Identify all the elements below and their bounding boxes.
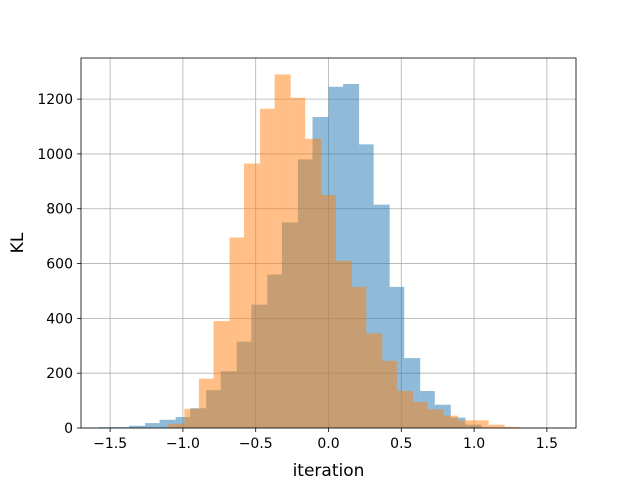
histogram-bar [145,423,160,428]
histogram-bar [443,415,459,428]
histogram-bar [488,424,505,428]
y-axis-label: KL [8,232,28,253]
histogram-bar [474,420,489,428]
histogram-bar [175,417,191,428]
y-tick-label: 800 [46,202,73,218]
y-tick-label: 400 [46,311,73,327]
histogram-bar [98,427,115,428]
bars-layer [98,74,520,429]
histogram-bar [159,419,176,428]
x-tick-label: −0.5 [239,436,273,452]
histogram-bar [366,333,383,428]
x-tick-label: 0.0 [317,436,339,452]
y-tick-label: 1000 [37,147,73,163]
histogram-bar [412,401,428,428]
histogram-bar [213,321,230,428]
series-1-bars [168,74,520,429]
histogram-bar [168,423,185,428]
x-tick-label: −1.5 [93,436,127,452]
histogram-bar [321,195,336,428]
y-tick-label: 1200 [37,92,73,108]
ticks-layer: −1.5 −1.0 −0.5 0.0 0.5 1.0 1.5 0 200 400 600 800 100… [37,92,558,452]
histogram-bar [290,97,306,429]
histogram-bar [114,427,130,428]
histogram-bar [305,138,322,428]
histogram-bar [335,260,352,428]
x-axis-label: iteration [293,461,365,480]
y-tick-label: 600 [46,257,73,273]
y-tick-label: 0 [64,421,73,437]
y-tick-label: 200 [46,366,73,382]
histogram-bar [396,391,413,428]
histogram-bar [382,360,397,428]
histogram-bar [129,425,146,428]
x-tick-label: 1.0 [463,436,485,452]
histogram-bar [260,108,275,428]
histogram-bar [229,237,245,428]
x-tick-label: 1.5 [536,436,558,452]
histogram-bar [458,420,475,428]
histogram-bar [427,409,444,428]
histogram-bar [504,426,520,428]
x-tick-label: 0.5 [390,436,412,452]
histogram-bar [198,378,214,428]
histogram-bar [351,286,367,428]
histogram-bar [274,74,291,428]
x-tick-label: −1.0 [166,436,200,452]
histogram-bar [244,163,261,428]
histogram-bar [184,408,199,428]
